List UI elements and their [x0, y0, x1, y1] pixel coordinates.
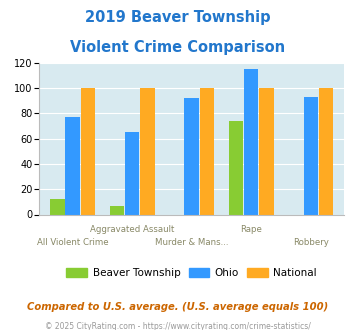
- Text: © 2025 CityRating.com - https://www.cityrating.com/crime-statistics/: © 2025 CityRating.com - https://www.city…: [45, 322, 310, 330]
- Bar: [304, 97, 318, 214]
- Text: 2019 Beaver Township: 2019 Beaver Township: [85, 10, 270, 25]
- Bar: [229, 121, 243, 214]
- Bar: [259, 88, 274, 214]
- Text: Murder & Mans...: Murder & Mans...: [155, 238, 229, 247]
- Legend: Beaver Township, Ohio, National: Beaver Township, Ohio, National: [62, 264, 321, 282]
- Bar: [65, 117, 80, 214]
- Text: Compared to U.S. average. (U.S. average equals 100): Compared to U.S. average. (U.S. average …: [27, 302, 328, 312]
- Text: Violent Crime Comparison: Violent Crime Comparison: [70, 40, 285, 54]
- Bar: [125, 132, 140, 214]
- Bar: [319, 88, 333, 214]
- Text: Robbery: Robbery: [293, 238, 329, 247]
- Bar: [81, 88, 95, 214]
- Bar: [50, 199, 65, 214]
- Text: Rape: Rape: [240, 225, 262, 234]
- Bar: [185, 98, 199, 214]
- Bar: [140, 88, 155, 214]
- Bar: [244, 69, 258, 215]
- Bar: [110, 206, 124, 214]
- Bar: [200, 88, 214, 214]
- Text: Aggravated Assault: Aggravated Assault: [90, 225, 174, 234]
- Text: All Violent Crime: All Violent Crime: [37, 238, 108, 247]
